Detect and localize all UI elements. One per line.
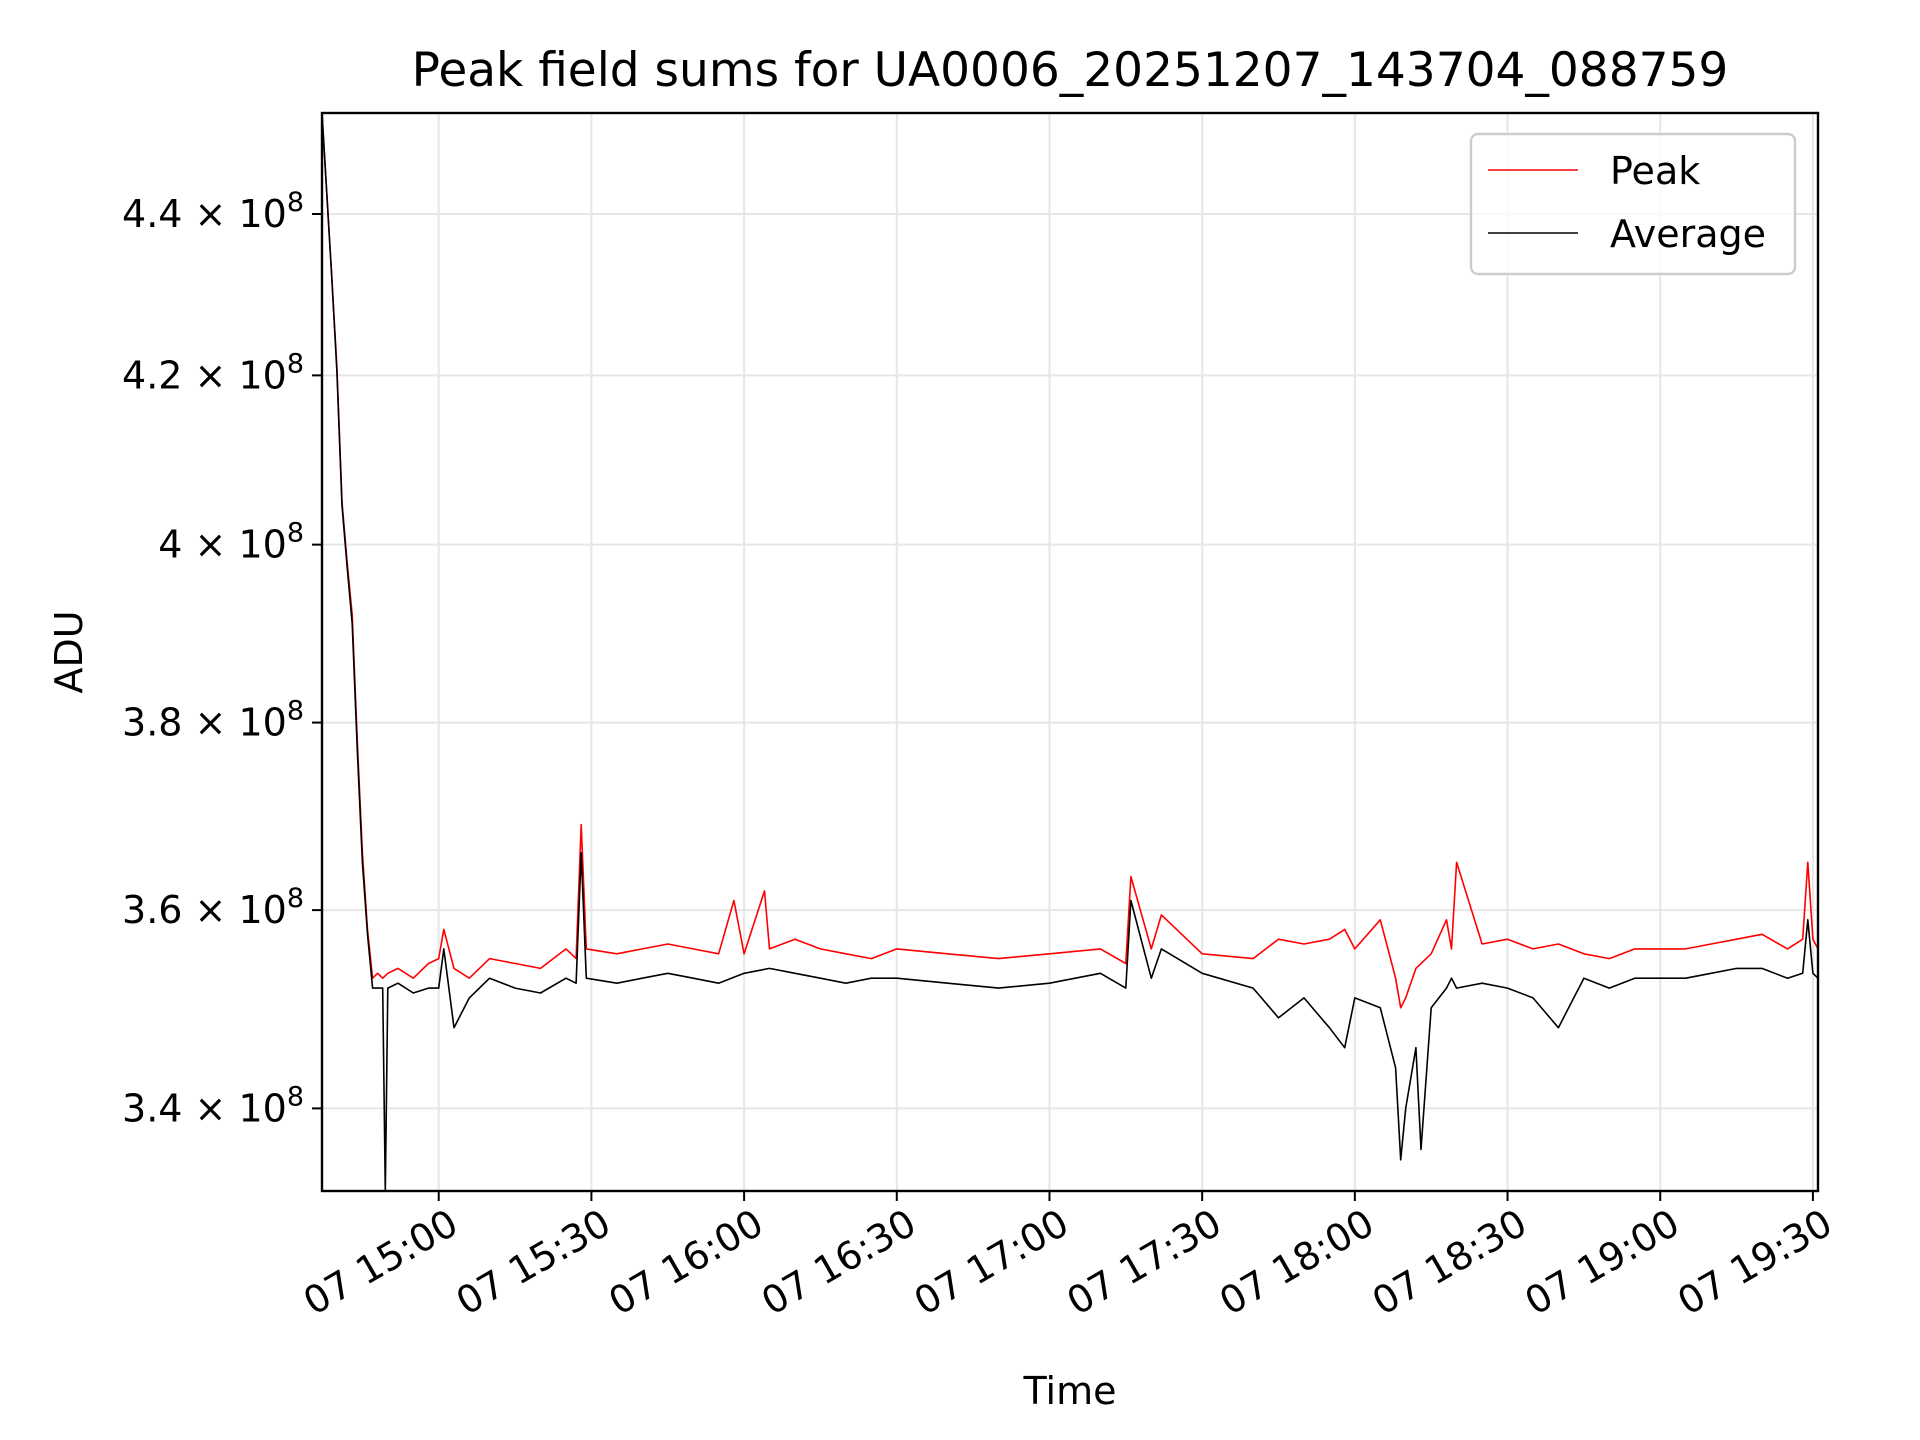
x-tick-label: 07 16:00: [601, 1201, 770, 1324]
legend-label-peak: Peak: [1610, 149, 1700, 193]
x-tick-label: 07 19:30: [1670, 1201, 1839, 1324]
legend-box: [1469, 132, 1797, 276]
legend-label-average: Average: [1610, 212, 1766, 256]
y-tick-label: 3.4 × 108: [122, 1081, 304, 1130]
x-tick-label: 07 16:30: [754, 1201, 923, 1324]
y-tick-label: 4.2 × 108: [122, 348, 304, 397]
chart-title: Peak field sums for UA0006_20251207_1437…: [412, 43, 1729, 98]
x-tick-label: 07 15:00: [296, 1201, 465, 1324]
series-lines: [321, 112, 1819, 1192]
x-tick-label: 07 18:00: [1212, 1201, 1381, 1324]
series-line-peak: [321, 112, 1819, 1009]
legend: Peak Average: [1469, 132, 1797, 276]
y-tick-label: 3.6 × 108: [122, 883, 304, 932]
x-tick-label: 07 17:30: [1059, 1201, 1228, 1324]
x-tick-label: 07 18:30: [1365, 1201, 1534, 1324]
y-tick-label: 4 × 108: [158, 518, 304, 567]
axes-frame: [320, 111, 1820, 1193]
y-tick-label: 3.8 × 108: [122, 696, 304, 745]
y-tick-label: 4.4 × 108: [122, 187, 304, 236]
x-tick-label: 07 15:30: [449, 1201, 618, 1324]
y-ticks: 3.4 × 108 3.6 × 108 3.8 × 108 4 × 108 4.2 × …: [122, 187, 322, 1130]
x-tick-label: 07 17:00: [907, 1201, 1076, 1324]
series-line-average: [321, 112, 1819, 1192]
x-axis-label: Time: [1023, 1369, 1117, 1413]
y-axis-label: ADU: [47, 610, 91, 693]
x-tick-label: 07 19:00: [1518, 1201, 1687, 1324]
grid-lines: [322, 113, 1818, 1191]
